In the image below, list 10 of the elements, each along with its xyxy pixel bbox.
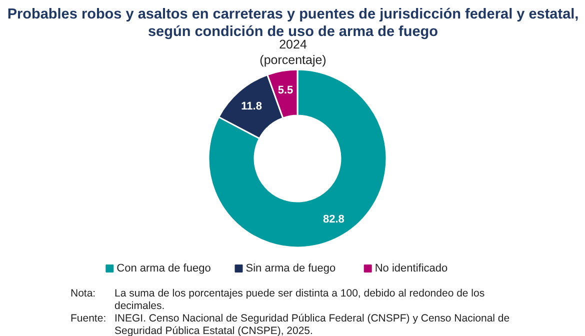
data-label: 5.5 [278,84,294,97]
legend-label: Sin arma de fuego [246,262,336,274]
data-label: 82.8 [322,213,344,226]
source-note: Fuente: INEGI. Censo Nacional de Seguridad Pública Federal (CNSPF) y Censo Nacional de Seguridad Pública Estatal (CNSPE), 2025. [70,312,510,336]
chart-subtitle: 2024 (porcentaje) [260,38,326,67]
text: Nota: La suma de los porcentajes puede ser distinta a 100, debido al redondeo de los decimales. [70,288,485,312]
legend-label: Con arma de fuego [116,262,211,274]
data-label: 11.8 [241,100,262,113]
chart-title: Probables robos y asaltos en carreteras y puentes de jurisdicción federal y estatal, según condición de uso de arma de fuego [7,6,579,40]
legend-label: No identificado [374,262,448,274]
